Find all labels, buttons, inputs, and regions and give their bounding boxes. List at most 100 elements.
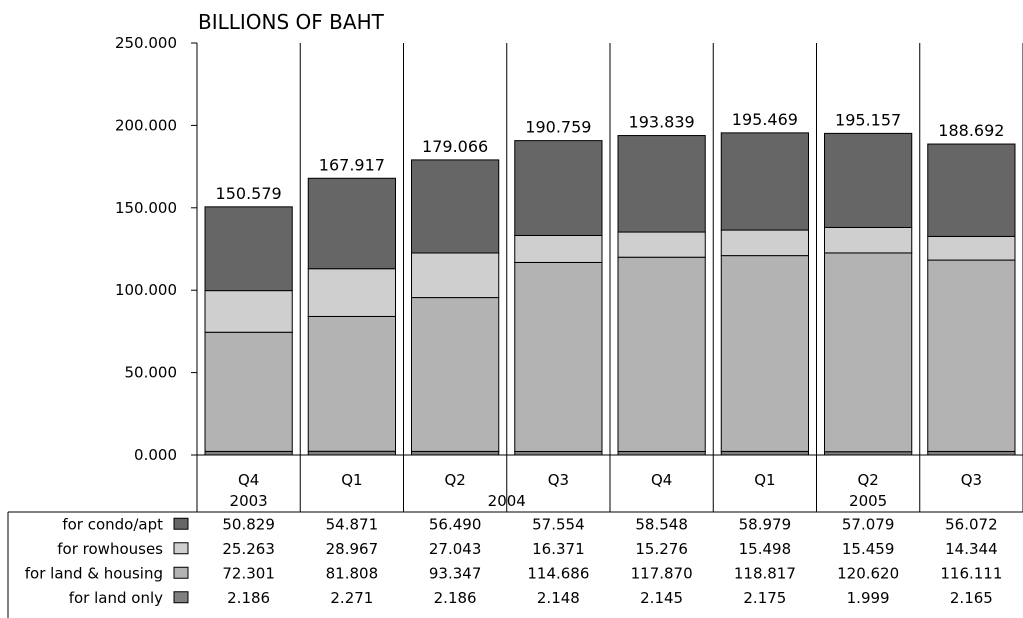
x-tick-label: Q4 (651, 471, 672, 489)
x-tick-label: Q3 (548, 471, 569, 489)
bar-segment (411, 297, 500, 452)
plot-area: 150.579 167.917 179.066 190.759 193.839 195.4… (196, 43, 1023, 512)
bar-segment (927, 235, 1016, 261)
total-label: 150.579 (216, 184, 282, 203)
x-tick-label: Q3 (961, 471, 982, 489)
legend-swatch (173, 566, 189, 579)
table-cell: 117.870 (631, 564, 693, 582)
bar-segment (824, 132, 913, 228)
table-cell: 72.301 (222, 564, 275, 582)
bar-segment (204, 290, 293, 333)
total-label: 195.469 (732, 110, 798, 129)
total-label: 195.157 (835, 110, 901, 129)
bar-segment (204, 331, 293, 452)
bar-segment (617, 231, 706, 258)
legend-swatch (173, 591, 189, 604)
table-cell: 25.263 (222, 540, 275, 558)
table-cell: 2.145 (640, 589, 683, 607)
table-cell: 15.276 (635, 540, 688, 558)
table-cell: 15.498 (739, 540, 792, 558)
legend-swatch (173, 542, 189, 555)
bar-segment (204, 450, 293, 456)
table-cell: 27.043 (429, 540, 482, 558)
bar-segment (824, 226, 913, 254)
bar-segment (514, 261, 603, 452)
table-cell: 14.344 (945, 540, 998, 558)
bar-segment (927, 143, 1016, 237)
x-tick-label: Q1 (341, 471, 362, 489)
y-axis: 0.000 50.000 100.000 150.000 200.000 250.000 (115, 34, 197, 464)
bar-segment (411, 252, 500, 299)
year-label: 2004 (488, 492, 526, 510)
bar-segment (307, 315, 396, 452)
bar-segment (307, 450, 396, 456)
table-cell: 56.072 (945, 515, 998, 533)
bar-segment (514, 234, 603, 263)
year-label: 2003 (230, 492, 268, 510)
bar-segment (307, 268, 396, 317)
total-label: 188.692 (938, 121, 1004, 140)
bar-segment (927, 259, 1016, 452)
bar-segment (720, 229, 809, 257)
table-cell: 2.148 (537, 589, 580, 607)
y-tick-label: 250.000 (115, 34, 177, 52)
table-cell: 81.808 (326, 564, 379, 582)
y-tick-label: 50.000 (125, 364, 178, 382)
table-cell: 93.347 (429, 564, 482, 582)
table-cell: 2.271 (330, 589, 373, 607)
total-label: 190.759 (525, 118, 591, 137)
x-tick-label: Q4 (238, 471, 259, 489)
total-label: 179.066 (422, 137, 488, 156)
chart-title: BILLIONS OF BAHT (198, 10, 385, 34)
table-cell: 58.548 (635, 515, 688, 533)
table-cell: 1.999 (847, 589, 890, 607)
bar-segment (927, 450, 1016, 456)
table-cell: 57.554 (532, 515, 585, 533)
legend-label: for land & housing (25, 564, 163, 582)
table-cell: 2.175 (743, 589, 786, 607)
x-tick-label: Q2 (857, 471, 878, 489)
y-tick-label: 150.000 (115, 199, 177, 217)
table-cell: 118.817 (734, 564, 796, 582)
table-cell: 50.829 (222, 515, 275, 533)
data-table: for condo/apt 50.829 54.871 56.490 57.554 58.… (7, 511, 1023, 618)
bar-segment (720, 132, 809, 231)
bar-segment (411, 450, 500, 456)
table-cell: 116.111 (940, 564, 1002, 582)
bar-segment (514, 450, 603, 456)
year-label: 2005 (849, 492, 887, 510)
legend-label: for rowhouses (57, 540, 163, 558)
bar-segment (824, 252, 913, 453)
bar-segment (617, 450, 706, 456)
table-cell: 2.186 (227, 589, 270, 607)
bar-segment (307, 177, 396, 270)
table-cell: 28.967 (326, 540, 379, 558)
x-axis: Q4 Q1 Q2 Q3 Q4 Q1 Q2 Q3 2003 2004 2005 (230, 471, 983, 510)
bar-segment (720, 450, 809, 456)
bar-segment (411, 159, 500, 254)
table-cell: 56.490 (429, 515, 482, 533)
bar-segment (617, 135, 706, 233)
table-cell: 16.371 (532, 540, 585, 558)
total-label: 167.917 (319, 155, 385, 174)
table-cell: 2.165 (950, 589, 993, 607)
bar-segment (514, 140, 603, 236)
y-tick-label: 0.000 (134, 446, 177, 464)
legend-swatch (173, 517, 189, 530)
x-tick-label: Q2 (444, 471, 465, 489)
table-cell: 15.459 (842, 540, 895, 558)
table-cell: 2.186 (434, 589, 477, 607)
bar-segment (617, 256, 706, 452)
legend-label: for condo/apt (62, 515, 163, 533)
table-cell: 54.871 (326, 515, 379, 533)
table-cell: 58.979 (739, 515, 792, 533)
table-cell: 120.620 (837, 564, 899, 582)
y-tick-label: 100.000 (115, 281, 177, 299)
legend-label: for land only (69, 589, 163, 607)
bar-segment (204, 206, 293, 292)
total-label: 193.839 (629, 113, 695, 132)
x-tick-label: Q1 (754, 471, 775, 489)
table-cell: 114.686 (527, 564, 589, 582)
y-tick-label: 200.000 (115, 116, 177, 134)
